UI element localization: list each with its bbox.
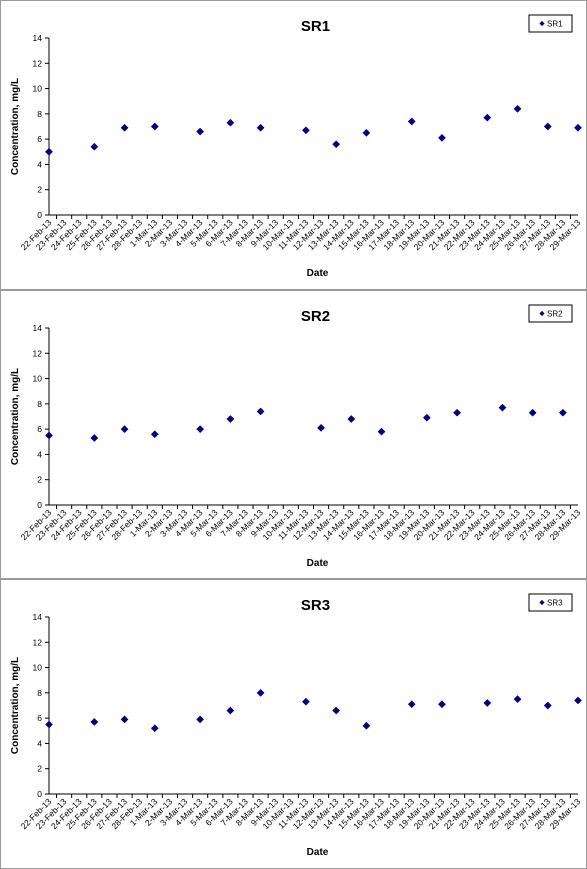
y-tick-label: 6 [37,713,42,723]
legend-box [528,14,573,33]
data-point [574,123,582,132]
data-point [438,700,446,709]
x-axis-label: Date [307,268,329,279]
data-point [528,408,537,417]
data-point [543,701,552,710]
data-point [483,113,492,122]
y-tick-label: 6 [37,424,42,434]
y-tick-label: 2 [37,475,42,485]
scatter-chart-sr1: SR10246810121422-Feb-1323-Feb-1324-Feb-1… [10,14,583,279]
data-point [196,127,205,136]
legend-marker-icon [539,310,545,317]
data-point [120,715,129,724]
data-point [558,408,567,417]
data-point [347,415,356,423]
data-point [150,430,159,439]
data-point [90,142,99,151]
chart-title: SR3 [301,597,330,614]
data-point [226,706,235,715]
data-point [513,695,522,704]
data-point [513,104,522,113]
data-point [150,122,159,131]
data-point [226,415,235,423]
data-point [407,117,416,126]
y-tick-label: 2 [37,764,42,774]
data-point [574,696,582,705]
data-point [90,717,99,726]
y-tick-label: 0 [37,789,42,799]
y-tick-label: 0 [37,500,42,510]
y-tick-label: 8 [37,399,42,409]
y-tick-label: 10 [33,84,43,94]
data-point [438,133,446,142]
data-point [120,123,129,132]
data-point [256,688,265,697]
data-point [332,140,341,149]
legend-box [528,304,573,323]
chart-panel-sr1: SR1 0 2 4 6 8 10 12 14 22-Feb-13 23-Feb-13 24-Feb-1… [0,0,587,290]
legend-label: SR3 [547,599,563,608]
data-point [543,122,552,131]
data-point [498,403,507,412]
data-point [256,123,265,132]
legend-marker-icon [539,599,545,606]
data-point [150,724,159,733]
data-point [377,427,386,436]
y-tick-label: 10 [33,374,43,384]
data-point [317,423,326,432]
chart-panel-sr3: SR3 0 2 4 6 8 10 12 14 22-Feb-13 23-Feb-13 24-Feb-1… [0,579,587,869]
chart-panel-sr2: SR2 0 2 4 6 8 10 12 14 22-Feb-13 23-Feb-13 24-Feb-1… [0,290,587,579]
data-point [332,706,341,715]
x-axis-label: Date [307,847,329,858]
y-tick-label: 10 [33,663,43,673]
y-axis-label: Concentration, mg/L [10,368,21,465]
y-tick-label: 12 [33,637,43,647]
legend-label: SR1 [547,20,563,29]
scatter-chart-sr2: SR20246810121422-Feb-1323-Feb-1324-Feb-1… [10,304,583,569]
data-point [120,425,129,434]
data-point [362,128,371,137]
data-point [90,434,99,442]
scatter-chart-sr3: SR30246810121422-Feb-1323-Feb-1324-Feb-1… [10,593,583,858]
data-point [422,413,431,422]
y-tick-label: 8 [37,109,42,119]
data-point [45,147,53,156]
data-point [226,118,235,127]
y-tick-label: 12 [33,58,43,68]
y-tick-label: 4 [37,449,42,459]
y-tick-label: 2 [37,185,42,195]
data-point [45,720,53,729]
data-point [362,721,371,730]
data-point [483,699,492,707]
data-point [301,126,310,135]
y-tick-label: 12 [33,348,43,358]
y-tick-label: 0 [37,210,42,220]
y-tick-label: 4 [37,738,42,748]
y-axis-label: Concentration, mg/L [10,657,21,754]
legend-box [528,593,573,612]
legend-marker-icon [539,20,545,27]
y-tick-label: 6 [37,134,42,144]
y-tick-label: 14 [33,33,43,43]
y-tick-label: 14 [33,612,43,622]
data-point [301,697,310,706]
data-point [256,407,265,416]
legend-label: SR2 [547,310,563,319]
y-axis-label: Concentration, mg/L [10,78,21,175]
data-point [453,408,462,417]
data-point [45,431,53,440]
data-point [407,700,416,709]
y-tick-label: 4 [37,159,42,169]
chart-title: SR2 [301,308,330,325]
y-tick-label: 8 [37,688,42,698]
data-point [196,425,205,434]
data-point [196,715,205,724]
chart-title: SR1 [301,18,330,35]
x-axis-label: Date [307,558,329,569]
y-tick-label: 14 [33,323,43,333]
